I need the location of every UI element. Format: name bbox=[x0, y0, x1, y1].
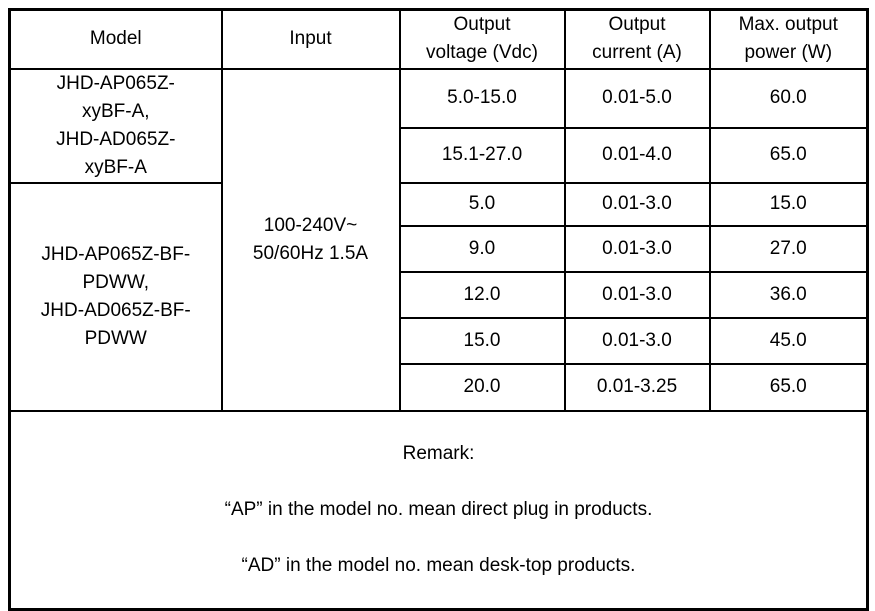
voltage-cell: 20.0 bbox=[398, 362, 566, 412]
table-row: JHD-AP065Z-BF- PDWW, JHD-AD065Z-BF- PDWW… bbox=[8, 181, 869, 412]
voltage-cell: 5.0-15.0 bbox=[398, 67, 566, 130]
spec-table: Model Input Output voltage (Vdc) Output … bbox=[8, 8, 869, 611]
power-cell: 60.0 bbox=[708, 67, 869, 130]
header-output-voltage: Output voltage (Vdc) bbox=[398, 8, 566, 70]
power-cell: 27.0 bbox=[708, 224, 869, 273]
header-output-current: Output current (A) bbox=[563, 8, 711, 70]
input-spec-cell: 100-240V~ 50/60Hz 1.5A bbox=[220, 67, 401, 412]
remark-line-ad: “AD” in the model no. mean desk-top prod… bbox=[241, 554, 636, 576]
voltage-cell: 9.0 bbox=[398, 224, 566, 273]
remark-row: Remark: “AP” in the model no. mean direc… bbox=[8, 409, 869, 610]
power-cell: 65.0 bbox=[708, 362, 869, 412]
current-cell: 0.01-5.0 bbox=[563, 67, 711, 130]
header-input: Input bbox=[220, 8, 401, 70]
power-cell: 45.0 bbox=[708, 316, 869, 365]
power-cell: 65.0 bbox=[708, 127, 869, 184]
header-row: Model Input Output voltage (Vdc) Output … bbox=[8, 8, 869, 70]
current-cell: 0.01-3.0 bbox=[563, 224, 711, 273]
table-row: 15.0 0.01-3.0 45.0 bbox=[10, 316, 869, 365]
voltage-cell: 5.0 bbox=[398, 181, 566, 227]
power-cell: 36.0 bbox=[708, 270, 869, 319]
header-model: Model bbox=[8, 8, 223, 70]
model-group-1-cell: JHD-AP065Z- xyBF-A, JHD-AD065Z- xyBF-A bbox=[8, 67, 223, 184]
table-row: 15.1-27.0 0.01-4.0 65.0 bbox=[10, 127, 869, 184]
current-cell: 0.01-4.0 bbox=[563, 127, 711, 184]
header-max-output-power: Max. output power (W) bbox=[708, 8, 869, 70]
table-row: JHD-AP065Z- xyBF-A, JHD-AD065Z- xyBF-A 1… bbox=[8, 67, 869, 412]
remark-cell: Remark: “AP” in the model no. mean direc… bbox=[8, 409, 869, 610]
remark-line-ap: “AP” in the model no. mean direct plug i… bbox=[224, 498, 653, 520]
remark-title: Remark: bbox=[402, 442, 475, 464]
model-group-2-cell: JHD-AP065Z-BF- PDWW, JHD-AD065Z-BF- PDWW bbox=[8, 181, 223, 412]
table-row: 12.0 0.01-3.0 36.0 bbox=[10, 270, 869, 319]
voltage-cell: 15.1-27.0 bbox=[398, 127, 566, 184]
current-cell: 0.01-3.25 bbox=[563, 362, 711, 412]
voltage-cell: 12.0 bbox=[398, 270, 566, 319]
current-cell: 0.01-3.0 bbox=[563, 316, 711, 365]
table-row: 20.0 0.01-3.25 65.0 bbox=[10, 362, 869, 412]
power-cell: 15.0 bbox=[708, 181, 869, 227]
table-row: 9.0 0.01-3.0 27.0 bbox=[10, 224, 869, 273]
voltage-cell: 15.0 bbox=[398, 316, 566, 365]
current-cell: 0.01-3.0 bbox=[563, 270, 711, 319]
current-cell: 0.01-3.0 bbox=[563, 181, 711, 227]
